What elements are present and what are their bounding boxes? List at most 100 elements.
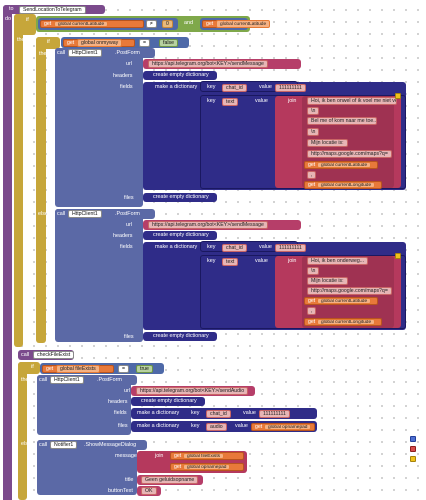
if-block-onmyway[interactable] [36, 37, 46, 343]
get-block[interactable]: get global fileExists [170, 452, 244, 460]
eq-operator[interactable]: = [139, 38, 151, 47]
neq-operator[interactable]: ≠ [146, 20, 157, 28]
join-item-text[interactable]: Hoi, ik ben onderweg... [307, 257, 369, 265]
get-block[interactable]: get global currentLatitude [304, 297, 378, 305]
join-item-text[interactable]: Bel me of kom naar me toe... [307, 117, 377, 125]
get-block[interactable]: get global currentLongitude [304, 181, 382, 189]
url-text[interactable]: https://api.telegram.org/bot<KEY>/sendAu… [136, 387, 249, 395]
variable-dropdown[interactable]: global currentLongitude [317, 319, 376, 325]
variable-dropdown[interactable]: global fileExists [56, 364, 100, 373]
create-empty-dictionary[interactable]: create empty dictionary [143, 332, 217, 341]
join-item-text[interactable]: \n [307, 107, 320, 115]
if-block-fileexists[interactable] [18, 362, 27, 500]
postform-block-2[interactable] [55, 209, 143, 342]
boolean-true[interactable]: true [136, 364, 153, 373]
variable-dropdown[interactable]: global currentLatitude [317, 162, 372, 168]
key-text[interactable]: chat_id [222, 83, 247, 92]
component-dropdown[interactable]: HttpClient1 [68, 49, 102, 57]
value-label: value [259, 84, 272, 90]
procedure-name-field[interactable]: SendLocationToTelegram [19, 5, 86, 14]
join-item-text[interactable]: Mijn locatie is: [307, 139, 348, 147]
title-text-block[interactable]: Geen geluidsopname [137, 475, 203, 485]
join-item-text[interactable]: Hoi, ik ben onwel of ik voel me niet vei… [307, 97, 397, 105]
pair-block-1[interactable]: key chat_id value 111111111 [200, 81, 306, 92]
create-empty-dictionary[interactable]: create empty dictionary [131, 397, 205, 406]
key-text[interactable]: text [222, 257, 239, 266]
pair-block-1[interactable]: key chat_id value 111111111 [200, 241, 306, 252]
join-item-text[interactable]: Mijn locatie is: [307, 277, 348, 285]
compare-block-onmyway[interactable]: get global onmyway = false [61, 37, 189, 48]
postform-header-3[interactable]: call HttpClient1 .PostForm [37, 375, 137, 385]
get-block[interactable]: get global opnamepad [251, 422, 315, 431]
value-text[interactable]: 111111111 [275, 243, 306, 252]
join-item-text[interactable]: \n [307, 267, 320, 275]
if-header-onmyway[interactable] [36, 37, 60, 49]
get-block[interactable]: get global currentLatitude [304, 161, 378, 169]
call-label: call [39, 441, 48, 448]
key-text[interactable]: chat_id [222, 243, 247, 252]
if-header-location[interactable] [14, 14, 36, 35]
button-text[interactable]: OK [141, 487, 157, 495]
compare-block-fileexists[interactable]: get global fileExists = true [40, 363, 164, 374]
variable-dropdown[interactable]: global currentLatitude [317, 298, 372, 304]
component-dropdown[interactable]: HttpClient1 [68, 210, 102, 218]
make-dictionary-block[interactable]: make a dictionary key audio value get gl… [131, 421, 317, 432]
create-empty-dictionary[interactable]: create empty dictionary [143, 231, 217, 240]
variable-dropdown[interactable]: global opnamepad [264, 423, 312, 430]
get-block[interactable]: get global currentLatitude [40, 20, 144, 28]
if-header-fileexists[interactable] [18, 362, 40, 374]
key-text[interactable]: chat_id [206, 409, 231, 418]
number-zero[interactable]: 0 [162, 20, 173, 28]
create-empty-dictionary[interactable]: create empty dictionary [143, 71, 217, 80]
variable-dropdown[interactable]: global currentLatitude [54, 21, 109, 27]
create-empty-dictionary[interactable]: create empty dictionary [143, 193, 217, 202]
value-text[interactable]: 111111111 [275, 83, 306, 92]
variable-dropdown[interactable]: global currentLatitude [216, 20, 271, 28]
component-dropdown[interactable]: HttpClient1 [50, 376, 84, 384]
warning-icon[interactable] [395, 253, 401, 259]
join-item-text[interactable]: http://maps.google.com/maps?q= [307, 287, 392, 295]
procedure-block[interactable] [3, 5, 12, 500]
notifier-header[interactable]: call Notifier1 .ShowMessageDialog [37, 440, 147, 450]
variable-dropdown[interactable]: global opnamepad [183, 464, 231, 470]
url-text-block[interactable]: https://api.telegram.org/bot<KEY>/sendMe… [143, 59, 301, 69]
call-checkfileexist-block[interactable]: call checkFileExist [18, 350, 75, 360]
error-icon[interactable] [410, 446, 416, 452]
get-block[interactable]: get global currentLongitude [304, 318, 382, 326]
url-text[interactable]: https://api.telegram.org/bot<KEY>/sendMe… [148, 221, 268, 229]
buttontext-label: buttonText [108, 488, 133, 494]
component-dropdown[interactable]: Notifier1 [50, 441, 78, 449]
postform-block-1[interactable] [55, 48, 143, 207]
url-text-block[interactable]: https://api.telegram.org/bot<KEY>/sendMe… [143, 220, 301, 230]
url-text[interactable]: https://api.telegram.org/bot<KEY>/sendMe… [148, 60, 268, 68]
join-item-text[interactable]: http://maps.google.com/maps?q= [307, 150, 392, 158]
and-operator[interactable]: and [184, 20, 193, 26]
value-text[interactable]: 111111111 [259, 409, 290, 418]
variable-dropdown[interactable]: global onmyway [77, 38, 123, 47]
if-label: if [31, 364, 34, 370]
eq-operator[interactable]: = [118, 364, 130, 373]
title-text[interactable]: Geen geluidsopname [141, 476, 199, 484]
variable-dropdown[interactable]: global currentLongitude [317, 182, 376, 188]
if-block-location[interactable] [14, 14, 23, 347]
postform-header-1[interactable]: call HttpClient1 .PostForm [55, 48, 155, 58]
procedure-dropdown[interactable]: checkFileExist [33, 351, 75, 359]
key-text[interactable]: audio [206, 422, 227, 431]
procedure-header[interactable]: to SendLocationToTelegram [3, 5, 105, 14]
warning-icon[interactable] [395, 93, 401, 99]
make-dictionary-block[interactable]: make a dictionary key chat_id value 1111… [131, 408, 317, 419]
key-text[interactable]: text [222, 97, 239, 106]
join-item-text[interactable]: \n [307, 128, 320, 136]
variable-dropdown[interactable]: global fileExists [183, 453, 225, 459]
zoom-in-icon[interactable] [410, 436, 416, 442]
get-block[interactable]: get global opnamepad [170, 463, 244, 471]
boolean-false[interactable]: false [159, 38, 178, 47]
join-item-text[interactable]: , [307, 307, 317, 315]
button-text-block[interactable]: OK [137, 486, 161, 496]
postform-header-2[interactable]: call HttpClient1 .PostForm [55, 209, 155, 219]
warning-icon[interactable] [410, 456, 416, 462]
join-item-text[interactable]: , [307, 171, 317, 179]
postform-block-3[interactable] [37, 375, 131, 435]
url-text-block[interactable]: https://api.telegram.org/bot<KEY>/sendAu… [131, 386, 255, 396]
compare-block-1[interactable]: get global currentLatitude ≠ 0 [38, 18, 178, 30]
